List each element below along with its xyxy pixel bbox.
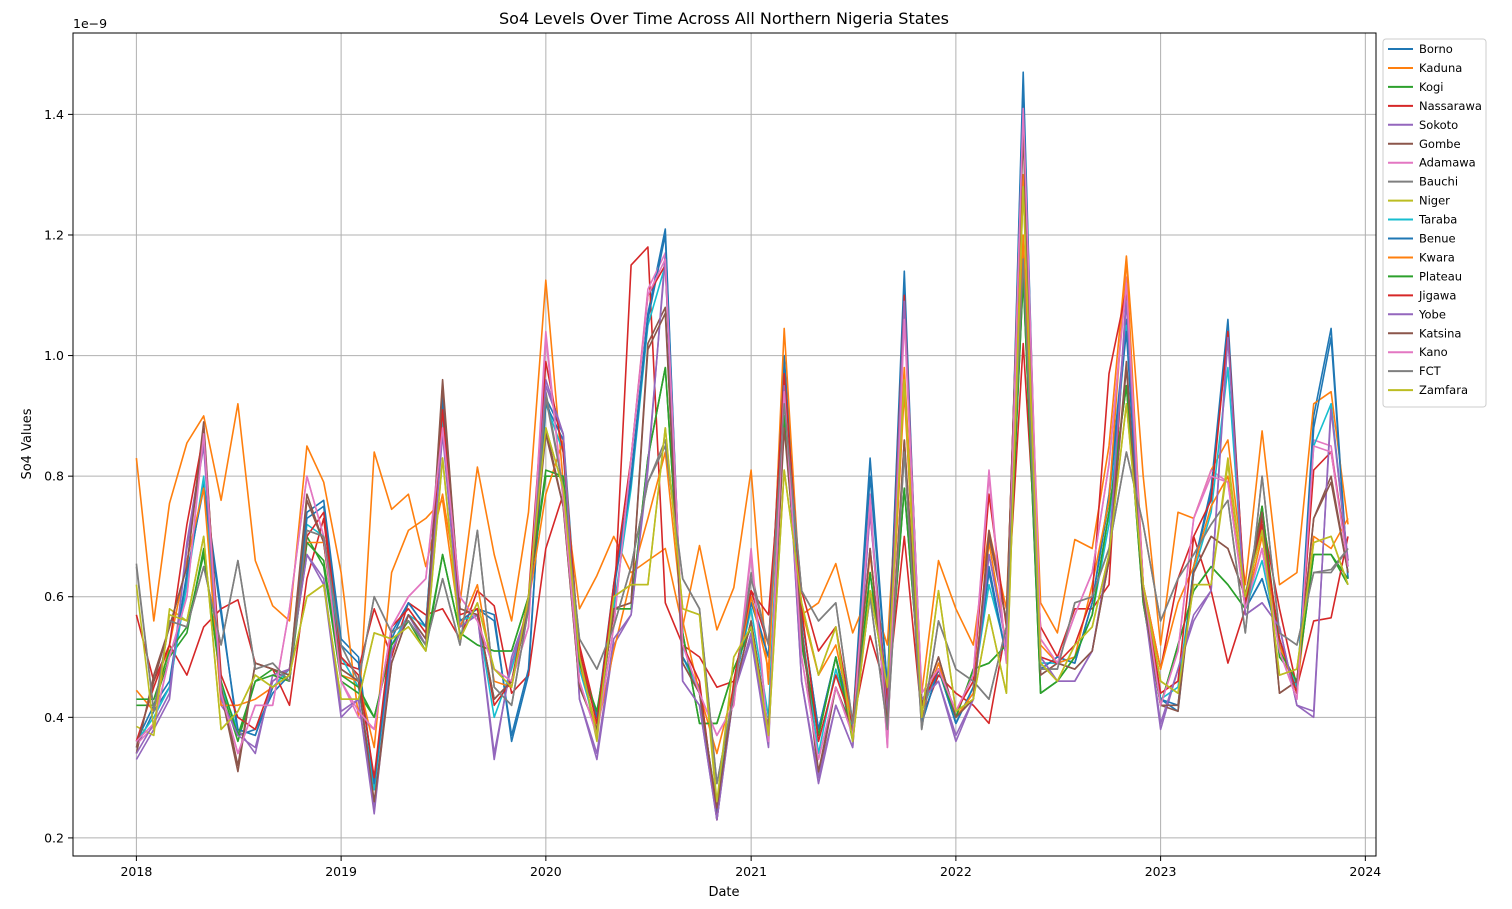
- y-tick-label: 0.2: [44, 830, 64, 845]
- series-line-kwara: [135, 234, 1349, 755]
- y-axis-title: So4 Values: [20, 408, 35, 479]
- series-line-katsina: [135, 131, 1349, 809]
- series-lines: [135, 71, 1349, 821]
- legend-label: Borno: [1419, 42, 1453, 56]
- legend-label: Nassarawa: [1419, 99, 1482, 113]
- legend-label: Kogi: [1419, 80, 1444, 94]
- axis-ticks: 2018 2019 2020 2021 2022 2023 2024 0.2 0.4 0.6 0.8…: [44, 107, 1381, 879]
- legend: Borno Kaduna Kogi Nassarawa Sokoto Gombe Adama…: [1382, 38, 1487, 408]
- legend-label: Katsina: [1419, 326, 1461, 340]
- x-tick-label: 2022: [940, 864, 972, 879]
- legend-label: Yobe: [1418, 307, 1446, 321]
- y-tick-label: 0.4: [44, 710, 64, 725]
- legend-label: Benue: [1419, 232, 1456, 246]
- series-line-kogi: [136, 276, 1349, 743]
- x-tick-label: 2018: [120, 864, 152, 879]
- series-line-sokoto: [135, 107, 1349, 821]
- x-tick-label: 2020: [530, 864, 562, 879]
- series-line-kaduna: [135, 173, 1349, 719]
- legend-label: Zamfara: [1419, 383, 1468, 397]
- legend-label: Kano: [1419, 345, 1448, 359]
- series-line-fct: [135, 258, 1349, 785]
- y-tick-label: 0.6: [44, 589, 64, 604]
- legend-label: Sokoto: [1419, 118, 1458, 132]
- legend-label: FCT: [1419, 364, 1442, 378]
- legend-label: Adamawa: [1419, 156, 1476, 170]
- chart-title: So4 Levels Over Time Across All Northern…: [499, 9, 949, 28]
- x-tick-label: 2019: [325, 864, 357, 879]
- y-tick-label: 1.2: [44, 227, 64, 242]
- y-tick-label: 0.8: [44, 469, 64, 484]
- legend-label: Kaduna: [1419, 61, 1462, 75]
- series-line-niger: [136, 185, 1349, 809]
- plot-frame: [72, 32, 1377, 857]
- gridlines: [73, 33, 1376, 856]
- x-axis-title: Date: [708, 885, 739, 900]
- series-line-yobe: [135, 113, 1349, 821]
- x-tick-label: 2021: [735, 864, 767, 879]
- y-tick-label: 1.0: [44, 348, 64, 363]
- x-tick-label: 2024: [1349, 864, 1381, 879]
- legend-label: Niger: [1419, 194, 1450, 208]
- legend-label: Kwara: [1419, 250, 1455, 264]
- legend-label: Jigawa: [1418, 288, 1456, 302]
- legend-label: Plateau: [1419, 269, 1462, 283]
- y-offset-text: 1e−9: [73, 16, 107, 31]
- x-tick-label: 2023: [1145, 864, 1177, 879]
- y-tick-label: 1.4: [44, 107, 64, 122]
- series-line-zamfara: [135, 185, 1349, 803]
- legend-label: Gombe: [1419, 137, 1461, 151]
- legend-label: Taraba: [1418, 213, 1457, 227]
- legend-label: Bauchi: [1419, 175, 1458, 189]
